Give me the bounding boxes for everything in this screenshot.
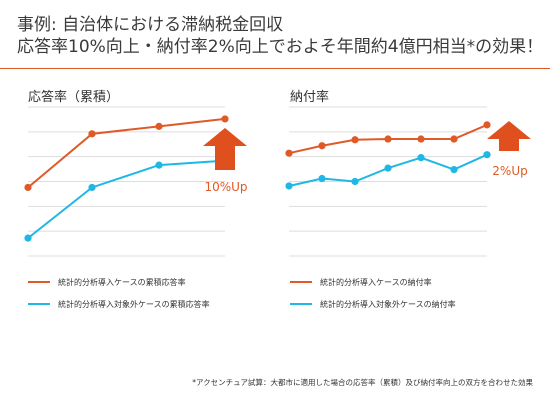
chart-title-response-rate: 応答率（累積）: [28, 90, 120, 105]
legend-label: 統計的分析導入対象外ケースの納付率: [320, 299, 456, 309]
data-point: [351, 136, 359, 144]
data-point: [88, 130, 96, 138]
data-point: [155, 161, 163, 169]
data-point: [417, 154, 425, 162]
data-point: [285, 149, 293, 157]
data-point: [318, 142, 326, 150]
legend-label: 統計的分析導入ケースの納付率: [320, 277, 432, 287]
increase-annotation-label: 2%Up: [492, 164, 527, 178]
data-point: [384, 164, 392, 172]
data-point: [483, 151, 491, 159]
increase-annotation-label: 10%Up: [204, 180, 247, 194]
legend-item-response-analytics: 統計的分析導入ケースの累積応答率: [28, 275, 186, 289]
data-point: [88, 183, 96, 192]
data-point: [450, 165, 458, 174]
title-divider: [0, 68, 550, 69]
slide-title-line-1: 事例: 自治体における滞納税金回収: [17, 15, 284, 35]
chart-title-payment-rate: 納付率: [290, 90, 330, 105]
footnote: *アクセンチュア試算：大都市に適用した場合の応答率（累積）及び納付率向上の双方を…: [192, 378, 533, 387]
series-line: [27, 159, 226, 239]
data-point: [351, 177, 359, 186]
data-point: [384, 135, 392, 143]
slide-title: 事例: 自治体における滞納税金回収 応答率10%向上・納付率2%向上でおよそ年間…: [17, 14, 543, 58]
series-line: [27, 117, 226, 189]
data-point: [221, 115, 229, 123]
data-point: [155, 122, 163, 130]
data-point: [450, 135, 458, 143]
legend-item-payment-non-analytics: 統計的分析導入対象外ケースの納付率: [290, 297, 456, 311]
legend-swatch: [290, 281, 312, 283]
legend-item-response-non-analytics: 統計的分析導入対象外ケースの累積応答率: [28, 297, 210, 311]
legend-swatch: [290, 303, 312, 305]
legend-swatch: [28, 281, 50, 283]
legend-item-payment-analytics: 統計的分析導入ケースの納付率: [290, 275, 432, 289]
data-point: [24, 183, 32, 192]
slide-title-line-2: 応答率10%向上・納付率2%向上でおよそ年間約4億円相当*の効果！: [17, 37, 544, 57]
legend-label: 統計的分析導入対象外ケースの累積応答率: [58, 299, 210, 309]
legend-swatch: [28, 303, 50, 305]
data-point: [483, 121, 491, 129]
data-point: [417, 135, 425, 143]
up-arrow-icon: [487, 121, 531, 151]
data-point: [318, 174, 326, 183]
data-point: [24, 234, 32, 242]
up-arrow-icon: [203, 128, 247, 170]
legend-label: 統計的分析導入ケースの累積応答率: [58, 277, 186, 287]
data-point: [285, 182, 293, 190]
